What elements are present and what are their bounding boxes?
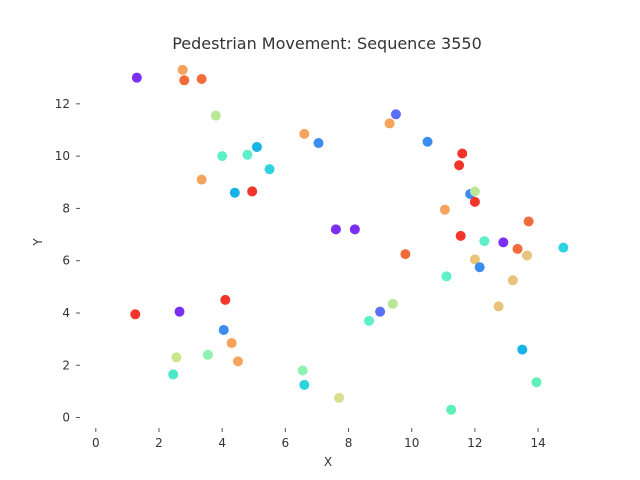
- data-point: [229, 187, 240, 198]
- data-point: [232, 356, 243, 367]
- data-point: [422, 136, 433, 147]
- data-point: [177, 64, 188, 75]
- data-point: [523, 216, 534, 227]
- data-point: [507, 275, 518, 286]
- data-point: [202, 349, 213, 360]
- data-point: [384, 118, 395, 129]
- x-tick-label: 6: [282, 436, 290, 450]
- data-point: [131, 72, 142, 83]
- x-tick-label: 8: [345, 436, 353, 450]
- y-tick-label: 6: [62, 254, 70, 268]
- x-tick-label: 2: [155, 436, 163, 450]
- data-point: [558, 242, 569, 253]
- data-point: [474, 262, 485, 273]
- data-point: [457, 148, 468, 159]
- data-point: [364, 315, 375, 326]
- data-point: [469, 254, 480, 265]
- data-point: [349, 224, 360, 235]
- data-point: [441, 271, 452, 282]
- x-tick-label: 0: [92, 436, 100, 450]
- data-point: [130, 309, 141, 320]
- data-points: [130, 64, 569, 415]
- y-axis-label: Y: [31, 238, 45, 247]
- data-point: [531, 377, 542, 388]
- data-point: [218, 324, 229, 335]
- data-point: [264, 164, 275, 175]
- x-tick-label: 4: [218, 436, 226, 450]
- data-point: [217, 151, 228, 162]
- data-point: [299, 379, 310, 390]
- data-point: [313, 138, 324, 149]
- data-point: [196, 73, 207, 84]
- data-point: [455, 230, 466, 241]
- y-tick-label: 0: [62, 411, 70, 425]
- data-point: [299, 128, 310, 139]
- chart-title: Pedestrian Movement: Sequence 3550: [172, 34, 482, 53]
- data-point: [210, 110, 221, 121]
- y-tick-label: 4: [62, 306, 70, 320]
- data-point: [174, 306, 185, 317]
- x-tick-label: 10: [404, 436, 419, 450]
- data-point: [469, 196, 480, 207]
- data-point: [493, 301, 504, 312]
- data-point: [439, 204, 450, 215]
- data-point: [387, 298, 398, 309]
- y-tick-label: 2: [62, 358, 70, 372]
- data-point: [242, 149, 253, 160]
- data-point: [454, 160, 465, 171]
- data-point: [479, 236, 490, 247]
- data-point: [226, 338, 237, 349]
- data-point: [196, 174, 207, 185]
- data-point: [334, 392, 345, 403]
- data-point: [179, 75, 190, 86]
- data-point: [330, 224, 341, 235]
- data-point: [400, 249, 411, 260]
- y-tick-label: 12: [55, 97, 70, 111]
- data-point: [512, 243, 523, 254]
- data-point: [469, 186, 480, 197]
- y-axis-ticks: 0 2 4 6 8 10 12: [55, 97, 80, 425]
- y-tick-label: 10: [55, 149, 70, 163]
- data-point: [390, 109, 401, 120]
- data-point: [375, 306, 386, 317]
- x-axis-ticks: 0 2 4 6 8 10 12 14: [92, 428, 546, 450]
- x-axis-label: X: [324, 455, 332, 469]
- data-point: [522, 250, 533, 261]
- data-point: [247, 186, 258, 197]
- data-point: [171, 352, 182, 363]
- y-tick-label: 8: [62, 201, 70, 215]
- x-tick-label: 12: [467, 436, 482, 450]
- data-point: [446, 404, 457, 415]
- data-point: [517, 344, 528, 355]
- data-point: [168, 369, 179, 380]
- data-point: [297, 365, 308, 376]
- data-point: [220, 294, 231, 305]
- data-point: [498, 237, 509, 248]
- x-tick-label: 14: [530, 436, 545, 450]
- data-point: [251, 141, 262, 152]
